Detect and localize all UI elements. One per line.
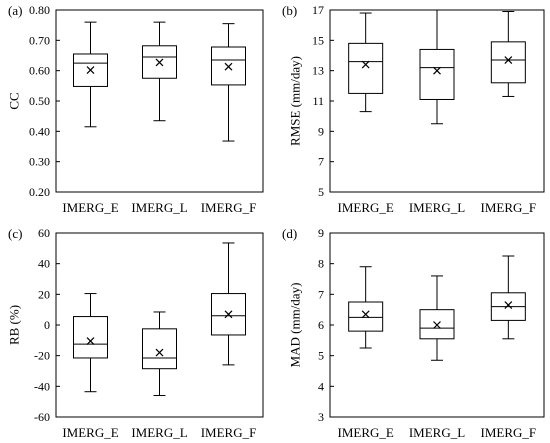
box-IMERG_F	[490, 255, 526, 340]
y-tick-label: 7	[318, 287, 324, 301]
y-tick-label: 0.60	[29, 64, 50, 78]
box-IMERG_F	[211, 23, 246, 142]
y-tick-label: 60	[38, 226, 50, 240]
y-tick-label: -60	[34, 410, 50, 424]
mean-marker	[155, 348, 164, 357]
panel-0: 0.20 0.30 0.40 0.50 0.60 0.70 0.80 (a) CC IMERG_E…	[7, 3, 264, 215]
y-axis-label: MAD (mm/day)	[288, 283, 303, 368]
y-tick-label: 0.30	[29, 155, 50, 169]
mean-marker	[86, 66, 95, 74]
y-tick-label: 11	[312, 94, 324, 108]
iqr-box	[142, 328, 177, 370]
mean-marker	[224, 62, 233, 71]
iqr-box	[348, 301, 384, 332]
box-IMERG_L	[142, 311, 177, 397]
y-tick-label: 0.80	[29, 3, 50, 17]
x-tick-label: IMERG_F	[481, 425, 537, 440]
y-tick-label: 0.40	[29, 124, 50, 138]
x-tick-label: IMERG_E	[337, 425, 393, 440]
x-tick-label: IMERG_L	[409, 200, 465, 215]
y-tick-label: 0	[44, 318, 50, 332]
panel-2: -60 -40 -20 0 20 40 60 (c) RB (%) IMERG_E IMERG_L I…	[7, 226, 264, 440]
panel-label: (b)	[282, 3, 297, 18]
mean-marker	[155, 58, 164, 67]
panel-label: (a)	[8, 3, 22, 18]
x-tick-label: IMERG_E	[62, 425, 118, 440]
mean-marker	[433, 321, 441, 329]
mean-marker	[504, 56, 513, 64]
x-tick-label: IMERG_L	[131, 200, 187, 215]
mean-marker	[504, 301, 513, 309]
y-tick-label: 9	[318, 124, 324, 138]
iqr-box	[348, 42, 384, 94]
y-tick-label: 17	[312, 3, 324, 17]
x-tick-label: IMERG_F	[481, 200, 537, 215]
box-IMERG_L	[142, 21, 177, 122]
mean-marker	[361, 310, 370, 319]
box-IMERG_L	[419, 9, 455, 125]
y-tick-label: 20	[38, 287, 50, 301]
box-IMERG_E	[348, 266, 384, 349]
mean-marker	[86, 337, 95, 346]
mean-marker	[433, 66, 441, 75]
x-tick-label: IMERG_L	[409, 425, 465, 440]
box-IMERG_F	[490, 11, 526, 97]
y-tick-label: 4	[318, 379, 324, 393]
iqr-box	[73, 316, 108, 359]
panel-label: (c)	[8, 226, 22, 241]
panel-1: 5 7 9 11 13 15 17 (b) RMSE (mm/day) IMERG_E IMERG_…	[282, 3, 545, 215]
iqr-box	[490, 41, 526, 84]
y-tick-label: 5	[318, 349, 324, 363]
mean-marker	[224, 310, 233, 319]
mean-marker	[361, 60, 370, 69]
iqr-box	[419, 309, 455, 340]
x-tick-label: IMERG_L	[131, 425, 187, 440]
box-IMERG_E	[73, 293, 108, 393]
y-tick-label: 9	[318, 226, 324, 240]
y-axis-label: RB (%)	[7, 305, 22, 345]
y-tick-label: 6	[318, 318, 324, 332]
iqr-box	[419, 48, 455, 100]
y-tick-label: -20	[34, 349, 50, 363]
panel-label: (d)	[282, 226, 297, 241]
panel-3: 3 4 5 6 7 8 9 (d) MAD (mm/day) IMERG_E IMERG_L IMER…	[282, 226, 545, 440]
y-tick-label: 3	[318, 410, 324, 424]
x-tick-label: IMERG_E	[62, 200, 118, 215]
box-IMERG_E	[73, 21, 108, 128]
y-axis-label: CC	[7, 92, 22, 109]
x-tick-label: IMERG_F	[201, 425, 257, 440]
y-tick-label: 7	[318, 155, 324, 169]
y-tick-label: 15	[312, 33, 324, 47]
x-tick-label: IMERG_E	[337, 200, 393, 215]
y-tick-label: 0.70	[29, 33, 50, 47]
y-tick-label: 5	[318, 185, 324, 199]
y-tick-label: 0.20	[29, 185, 50, 199]
box-IMERG_F	[211, 242, 246, 366]
y-axis-label: RMSE (mm/day)	[288, 56, 303, 146]
box-IMERG_E	[348, 12, 384, 113]
y-tick-label: 8	[318, 257, 324, 271]
y-tick-label: 40	[38, 257, 50, 271]
y-tick-label: 13	[312, 64, 324, 78]
x-tick-label: IMERG_F	[201, 200, 257, 215]
y-tick-label: 0.50	[29, 94, 50, 108]
box-IMERG_L	[419, 275, 455, 361]
y-tick-label: -40	[34, 379, 50, 393]
